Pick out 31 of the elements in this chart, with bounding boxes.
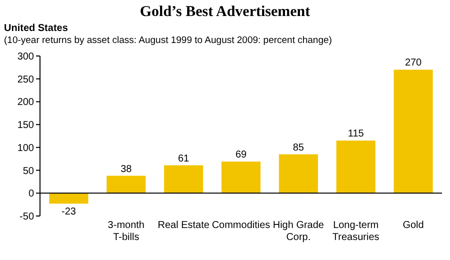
chart-subtitle: United States (4, 23, 68, 34)
text: (10-year returns by asset class: August 1999 to August 2009: percent change) (4, 35, 332, 46)
data-label: 61 (178, 153, 190, 164)
y-tick-label: 0 (28, 188, 34, 200)
bar (106, 176, 146, 194)
bar (49, 193, 88, 204)
x-tick-label: Real Estate (158, 220, 210, 231)
x-tick-label: High Grade Corp. (272, 220, 324, 243)
data-label: 38 (120, 164, 132, 175)
y-tick-label: -50 (20, 212, 34, 222)
y-tick-label: 300 (17, 52, 34, 62)
bar (394, 70, 433, 194)
y-tick-label: 200 (17, 97, 34, 108)
y-tick-label: 100 (17, 142, 34, 154)
x-tick-label: Commodities (212, 220, 270, 231)
chart-title: Gold’s Best Advertisement (140, 4, 310, 20)
data-label: 85 (292, 142, 304, 154)
data-label: 270 (404, 58, 422, 69)
data-label: 69 (235, 150, 247, 161)
x-tick-label: Long-term Treasuries (332, 220, 380, 243)
y-tick-label: 150 (17, 120, 34, 132)
data-label: 115 (348, 128, 364, 140)
y-tick-label: 250 (17, 74, 34, 86)
y-tick-label: 50 (22, 166, 34, 177)
bar (278, 154, 318, 194)
data-label: -23 (61, 206, 76, 218)
x-tick-label: 3-month T-bills (108, 220, 144, 243)
bar (221, 162, 261, 194)
bar (336, 140, 376, 194)
bar (164, 165, 204, 194)
x-tick-label: Gold (402, 220, 424, 231)
